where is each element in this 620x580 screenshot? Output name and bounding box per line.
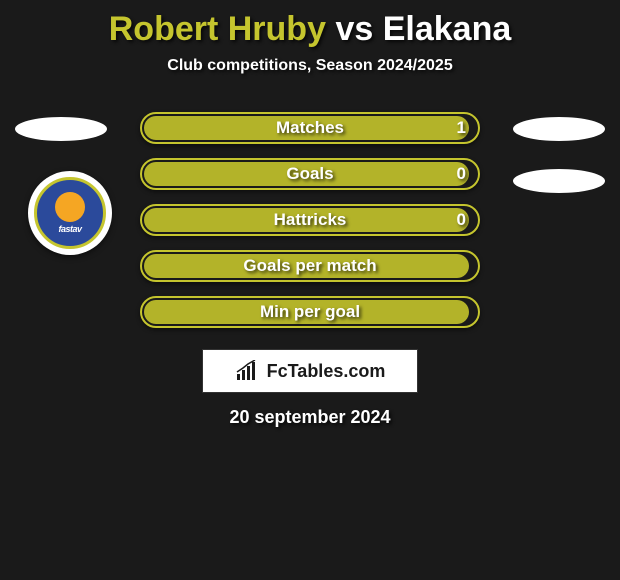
root-container: Robert Hruby vs Elakana Club competition… [0, 0, 620, 428]
stat-value-right: 0 [457, 164, 466, 184]
stat-value-right: 1 [457, 118, 466, 138]
stat-value-right: 0 [457, 210, 466, 230]
stat-bar: Matches1 [140, 112, 480, 144]
stat-label: Hattricks [142, 210, 478, 230]
date-text: 20 september 2024 [0, 407, 620, 428]
page-title: Robert Hruby vs Elakana [0, 10, 620, 49]
stat-row: Goals0 [0, 151, 620, 197]
player2-name: Elakana [383, 10, 512, 48]
vs-text: vs [335, 10, 373, 48]
stat-row: Matches1 [0, 105, 620, 151]
stat-row: Min per goal [0, 289, 620, 335]
stat-label: Matches [142, 118, 478, 138]
brand-box[interactable]: FcTables.com [202, 349, 418, 393]
stat-label: Goals [142, 164, 478, 184]
stats-area: fastav Matches1Goals0Hattricks0Goals per… [0, 105, 620, 335]
stat-label: Min per goal [142, 302, 478, 322]
chart-icon [235, 360, 261, 382]
stat-bar: Goals0 [140, 158, 480, 190]
stat-row: Hattricks0 [0, 197, 620, 243]
player1-name: Robert Hruby [109, 10, 326, 48]
subtitle: Club competitions, Season 2024/2025 [0, 57, 620, 75]
brand-text: FcTables.com [267, 361, 386, 382]
stat-bar: Min per goal [140, 296, 480, 328]
stat-bar: Goals per match [140, 250, 480, 282]
stat-bar: Hattricks0 [140, 204, 480, 236]
stat-label: Goals per match [142, 256, 478, 276]
stat-row: Goals per match [0, 243, 620, 289]
